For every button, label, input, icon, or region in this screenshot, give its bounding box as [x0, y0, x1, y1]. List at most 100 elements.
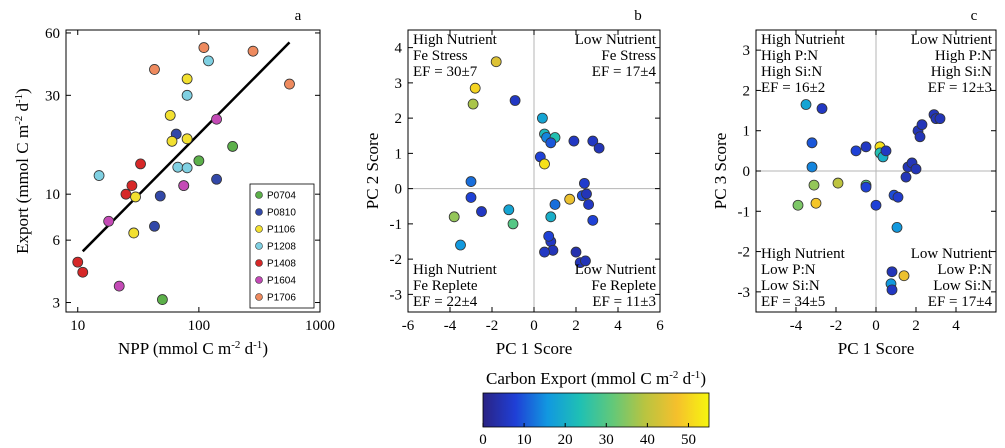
quadrant-label-bottom-right: Low P:N	[937, 262, 992, 278]
legend: P0704 P0810 P1106 P1208 P1408 P1604 P1706	[249, 183, 315, 309]
quadrant-label-bottom-left: High Nutrient	[413, 262, 498, 278]
x-tick-label: -2	[486, 318, 499, 334]
data-point	[120, 188, 132, 200]
x-tick-label: -2	[830, 318, 843, 334]
data-point	[164, 110, 176, 121]
data-point	[886, 284, 898, 296]
legend-entry: P1706	[267, 293, 296, 304]
legend-entry: P0704	[267, 191, 296, 202]
y-tick-label: 2	[743, 83, 751, 99]
data-point	[810, 197, 822, 209]
y-tick-label: 0	[743, 164, 751, 180]
data-point	[880, 145, 892, 157]
x-tick-label: -4	[444, 318, 457, 334]
quadrant-label-top-left: EF = 30±7	[413, 64, 478, 80]
data-point	[469, 82, 481, 94]
quadrant-label-bottom-right: Low Si:N	[933, 278, 992, 294]
data-point	[203, 55, 214, 67]
quadrant-label-top-left: Fe Stress	[413, 48, 468, 64]
data-point	[593, 142, 605, 154]
data-point	[860, 181, 872, 193]
quadrant-label-top-right: EF = 17±4	[592, 64, 657, 80]
data-point	[934, 113, 946, 125]
data-point	[900, 171, 912, 183]
data-point	[181, 162, 193, 174]
legend-entry: P1208	[267, 242, 296, 253]
x-tick-label: 4	[952, 318, 960, 334]
y-tick-label: 3	[743, 43, 751, 59]
data-point	[455, 239, 466, 251]
data-point	[570, 246, 582, 258]
panel-letter: a	[295, 8, 302, 24]
x-tick-label: -6	[402, 318, 415, 334]
data-point	[870, 199, 882, 211]
legend-marker	[255, 208, 263, 216]
quadrant-label-bottom-left: Fe Replete	[413, 278, 478, 294]
x-axis-label: PC 1 Score	[496, 339, 573, 358]
colorbar-tick-label: 0	[479, 432, 487, 448]
data-point	[850, 145, 862, 157]
quadrant-label-top-left: High Nutrient	[413, 32, 498, 48]
data-point	[284, 78, 295, 90]
data-point	[537, 112, 548, 124]
legend-marker	[255, 276, 263, 284]
y-tick-label: 2	[395, 111, 403, 127]
legend-marker	[255, 242, 263, 250]
y-tick-label: 6	[53, 233, 61, 249]
data-point	[891, 221, 903, 233]
data-point	[564, 193, 576, 205]
quadrant-label-top-left: EF = 16±2	[761, 80, 825, 96]
data-point	[181, 89, 193, 101]
data-point	[128, 227, 140, 239]
legend-entry: P1408	[267, 259, 296, 270]
data-point	[448, 211, 460, 223]
data-point	[583, 199, 594, 210]
data-point	[465, 192, 477, 203]
quadrant-label-top-left: High Si:N	[761, 64, 822, 80]
data-point	[154, 190, 166, 202]
colorbar-gradient	[482, 392, 710, 428]
quadrant-label-bottom-right: Low Nutrient	[575, 262, 657, 278]
y-tick-label: 60	[45, 26, 60, 42]
y-tick-label: 1	[743, 124, 751, 140]
data-point	[910, 163, 922, 175]
data-point	[581, 188, 592, 200]
quadrant-label-bottom-right: EF = 17±4	[928, 294, 993, 310]
data-point	[130, 191, 141, 203]
data-point	[886, 266, 898, 278]
data-point	[545, 211, 557, 223]
quadrant-label-top-right: High Si:N	[931, 64, 992, 80]
data-point	[543, 230, 555, 242]
data-point	[507, 218, 519, 230]
data-point	[103, 215, 115, 227]
legend-marker	[255, 225, 263, 233]
legend-entry: P1106	[267, 225, 296, 236]
data-point	[832, 177, 844, 189]
plot-frame	[65, 29, 321, 313]
data-point	[509, 95, 521, 106]
legend-marker	[255, 293, 263, 301]
data-point	[126, 180, 138, 192]
x-tick-label: 100	[188, 318, 211, 334]
data-point	[808, 179, 820, 191]
data-point	[580, 255, 591, 267]
data-point	[247, 45, 259, 57]
data-point	[172, 161, 184, 173]
data-point	[568, 135, 580, 147]
data-point	[465, 176, 477, 187]
colorbar-tick-label: 50	[681, 432, 696, 448]
quadrant-label-top-right: High P:N	[935, 48, 992, 64]
data-point	[181, 133, 193, 145]
x-tick-label: 1000	[305, 318, 335, 334]
colorbar-tick-label: 20	[558, 432, 573, 448]
y-axis-label: PC 2 Score	[363, 133, 382, 210]
y-tick-label: -1	[390, 217, 403, 233]
y-tick-label: 3	[395, 76, 403, 92]
data-point	[93, 170, 105, 181]
quadrant-label-bottom-left: Low Si:N	[761, 278, 820, 294]
y-axis-label: Export (mmol C m-2 d-1)	[13, 88, 32, 254]
x-axis-label: NPP (mmol C m-2 d-1)	[118, 339, 268, 358]
data-point	[806, 137, 818, 149]
data-point	[166, 135, 178, 147]
